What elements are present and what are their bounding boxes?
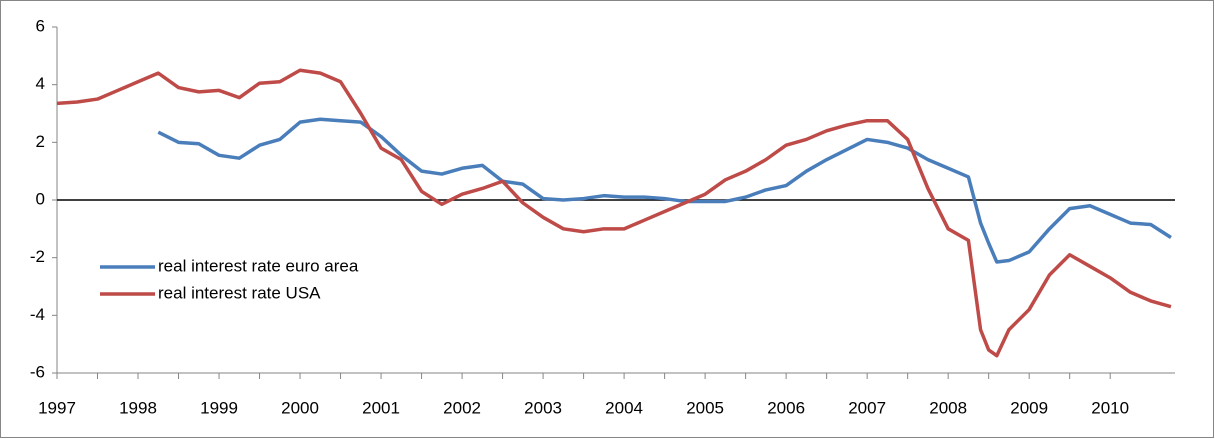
y-tick-label: 2 [36,132,45,151]
x-tick-label: 2005 [686,398,724,417]
x-tick-label: 2006 [767,398,805,417]
x-tick-label: 2007 [848,398,886,417]
y-tick-label: 6 [36,16,45,35]
y-tick-label: -6 [30,362,45,381]
legend-label: real interest rate USA [158,283,321,302]
x-tick-label: 2000 [281,398,319,417]
x-tick-label: 2010 [1091,398,1129,417]
legend-label: real interest rate euro area [158,256,359,275]
x-tick-label: 1997 [38,398,76,417]
x-tick-label: 2002 [443,398,481,417]
x-tick-label: 2001 [362,398,400,417]
x-tick-label: 2003 [524,398,562,417]
y-tick-label: -4 [30,305,45,324]
x-tick-label: 2008 [929,398,967,417]
x-tick-label: 1999 [200,398,238,417]
x-tick-label: 2009 [1010,398,1048,417]
y-tick-label: 4 [36,74,45,93]
series-line [56,68,1172,358]
x-tick-label: 1998 [119,398,157,417]
x-tick-label: 2004 [605,398,643,417]
y-tick-label: -2 [30,247,45,266]
y-tick-label: 0 [36,189,45,208]
